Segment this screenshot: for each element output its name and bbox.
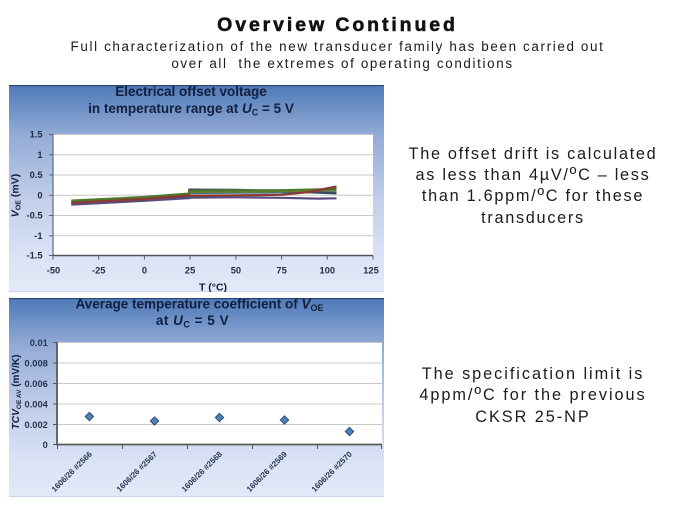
svg-text:-1.5: -1.5 xyxy=(26,251,42,261)
svg-text:0.5: 0.5 xyxy=(30,170,43,180)
svg-text:125: 125 xyxy=(363,266,379,276)
svg-text:0: 0 xyxy=(37,190,42,200)
svg-text:1606/26 #2570: 1606/26 #2570 xyxy=(310,449,355,494)
svg-text:1606/26 #2566: 1606/26 #2566 xyxy=(50,449,95,494)
svg-text:0.002: 0.002 xyxy=(25,420,48,430)
svg-text:-1: -1 xyxy=(34,231,42,241)
svg-text:TCVOE AV (mV/K): TCVOE AV (mV/K) xyxy=(11,355,23,430)
svg-text:in temperature range at UC = 5: in temperature range at UC = 5 V xyxy=(88,101,294,118)
svg-text:VOE (mV): VOE (mV) xyxy=(10,174,23,217)
svg-text:0: 0 xyxy=(43,440,48,450)
svg-text:0.004: 0.004 xyxy=(25,399,49,409)
svg-text:-25: -25 xyxy=(92,266,105,276)
svg-text:0.01: 0.01 xyxy=(30,338,48,348)
svg-text:1606/26 #2568: 1606/26 #2568 xyxy=(180,449,225,494)
svg-text:1.5: 1.5 xyxy=(30,130,43,140)
svg-text:at UC = 5 V: at UC = 5 V xyxy=(156,313,229,330)
svg-text:50: 50 xyxy=(231,266,241,276)
svg-text:Average temperature coefficien: Average temperature coefficient of VOE xyxy=(75,298,323,313)
svg-text:0.006: 0.006 xyxy=(25,379,48,389)
svg-text:75: 75 xyxy=(276,266,286,276)
svg-text:1606/26 #2567: 1606/26 #2567 xyxy=(115,449,160,494)
svg-text:100: 100 xyxy=(320,266,336,276)
svg-text:0.008: 0.008 xyxy=(25,358,48,368)
svg-text:-0.5: -0.5 xyxy=(26,211,42,221)
svg-text:Electrical offset voltage: Electrical offset voltage xyxy=(115,85,267,99)
svg-text:T (°C): T (°C) xyxy=(199,282,227,293)
svg-text:1: 1 xyxy=(37,150,42,160)
svg-text:-50: -50 xyxy=(47,266,60,276)
svg-text:0: 0 xyxy=(142,266,147,276)
svg-text:1606/26 #2569: 1606/26 #2569 xyxy=(245,449,290,494)
svg-text:25: 25 xyxy=(185,266,195,276)
